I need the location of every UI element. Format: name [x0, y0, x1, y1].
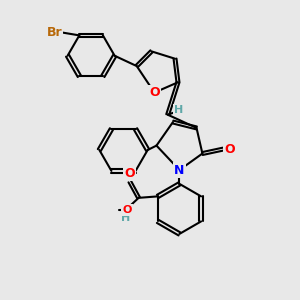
Text: O: O: [224, 142, 235, 156]
Text: O: O: [149, 86, 160, 99]
Text: H: H: [174, 105, 184, 115]
Text: O: O: [124, 167, 135, 180]
Text: N: N: [174, 164, 184, 176]
Text: H: H: [121, 214, 130, 224]
Text: O: O: [122, 205, 131, 215]
Text: Br: Br: [46, 26, 62, 39]
